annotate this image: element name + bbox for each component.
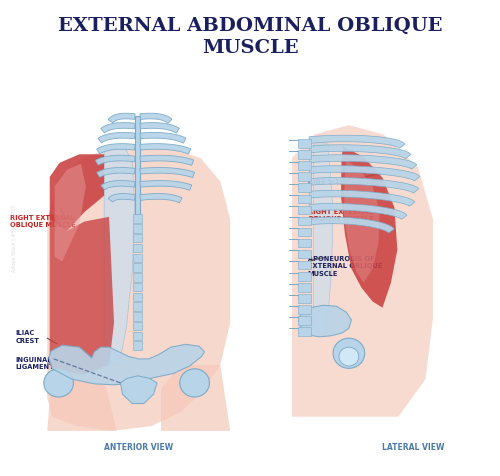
Polygon shape	[50, 212, 114, 375]
Bar	[298, 327, 312, 336]
Polygon shape	[140, 155, 194, 165]
Bar	[298, 217, 312, 225]
Bar	[134, 283, 142, 291]
Bar	[134, 293, 142, 301]
Bar	[134, 332, 142, 340]
Bar	[298, 139, 312, 148]
Bar	[298, 239, 312, 248]
Polygon shape	[309, 155, 417, 169]
Polygon shape	[135, 116, 140, 215]
Bar	[298, 317, 312, 325]
Polygon shape	[309, 190, 415, 206]
Polygon shape	[96, 144, 135, 154]
Polygon shape	[108, 194, 136, 202]
Text: RIGHT EXTERNAL
OBLIQUE MUSCLE: RIGHT EXTERNAL OBLIQUE MUSCLE	[10, 215, 76, 228]
Bar	[298, 172, 312, 181]
Circle shape	[333, 338, 364, 368]
Polygon shape	[140, 194, 182, 203]
Text: EXTERNAL ABDOMINAL OBLIQUE
MUSCLE: EXTERNAL ABDOMINAL OBLIQUE MUSCLE	[58, 17, 442, 57]
Text: LATERAL VIEW: LATERAL VIEW	[382, 443, 444, 452]
Polygon shape	[309, 135, 405, 149]
Circle shape	[339, 347, 359, 366]
Bar	[134, 244, 142, 252]
Bar	[298, 150, 312, 159]
Bar	[298, 206, 312, 214]
Polygon shape	[101, 123, 135, 133]
Bar	[134, 312, 142, 321]
Text: ILIAC
CREST: ILIAC CREST	[15, 330, 39, 344]
Bar	[298, 195, 312, 203]
Bar	[134, 322, 142, 330]
Text: APONEUROSIS OF
EXTERNAL OBLIQUE
MUSCLE: APONEUROSIS OF EXTERNAL OBLIQUE MUSCLE	[308, 256, 382, 277]
Text: RIBS 5-12: RIBS 5-12	[308, 178, 344, 185]
Polygon shape	[344, 160, 380, 283]
Text: Adobe Stock | #504124797: Adobe Stock | #504124797	[12, 204, 17, 272]
Polygon shape	[298, 305, 352, 337]
Polygon shape	[98, 132, 135, 143]
Polygon shape	[140, 123, 179, 133]
Bar	[134, 254, 142, 262]
Polygon shape	[292, 125, 433, 417]
Polygon shape	[309, 166, 420, 181]
Polygon shape	[309, 178, 419, 193]
Text: INGUINAL
LIGAMENT: INGUINAL LIGAMENT	[15, 357, 54, 370]
Polygon shape	[95, 155, 135, 165]
Polygon shape	[96, 168, 135, 178]
Polygon shape	[140, 113, 172, 123]
Bar	[298, 294, 312, 303]
Bar	[134, 273, 142, 282]
Polygon shape	[309, 217, 394, 233]
Polygon shape	[140, 168, 194, 178]
Polygon shape	[140, 144, 191, 154]
Polygon shape	[48, 365, 116, 431]
Bar	[298, 250, 312, 258]
Bar	[134, 341, 142, 350]
Bar	[298, 261, 312, 269]
Bar	[134, 234, 142, 242]
Polygon shape	[140, 180, 192, 190]
Polygon shape	[54, 164, 86, 261]
Polygon shape	[341, 146, 398, 307]
Polygon shape	[309, 203, 407, 219]
Bar	[298, 183, 312, 192]
Bar	[134, 224, 142, 233]
Polygon shape	[101, 180, 135, 190]
Polygon shape	[314, 144, 333, 332]
Polygon shape	[104, 149, 135, 365]
Bar	[298, 228, 312, 236]
Polygon shape	[48, 149, 230, 431]
Text: ANTERIOR VIEW: ANTERIOR VIEW	[104, 443, 174, 452]
Bar	[298, 283, 312, 292]
Polygon shape	[49, 344, 204, 385]
Bar	[298, 272, 312, 280]
Circle shape	[180, 369, 210, 397]
Bar	[134, 302, 142, 311]
Bar	[298, 305, 312, 314]
Polygon shape	[50, 154, 104, 231]
Polygon shape	[120, 376, 157, 404]
Polygon shape	[108, 113, 135, 123]
Bar	[298, 161, 312, 170]
Text: RIGHT EXTERNAL
OBLIQUE MUSCLE: RIGHT EXTERNAL OBLIQUE MUSCLE	[308, 208, 374, 222]
Polygon shape	[140, 132, 186, 143]
Polygon shape	[309, 145, 411, 159]
Polygon shape	[161, 365, 230, 431]
Bar	[134, 263, 142, 272]
Bar	[134, 215, 142, 223]
Circle shape	[44, 369, 74, 397]
